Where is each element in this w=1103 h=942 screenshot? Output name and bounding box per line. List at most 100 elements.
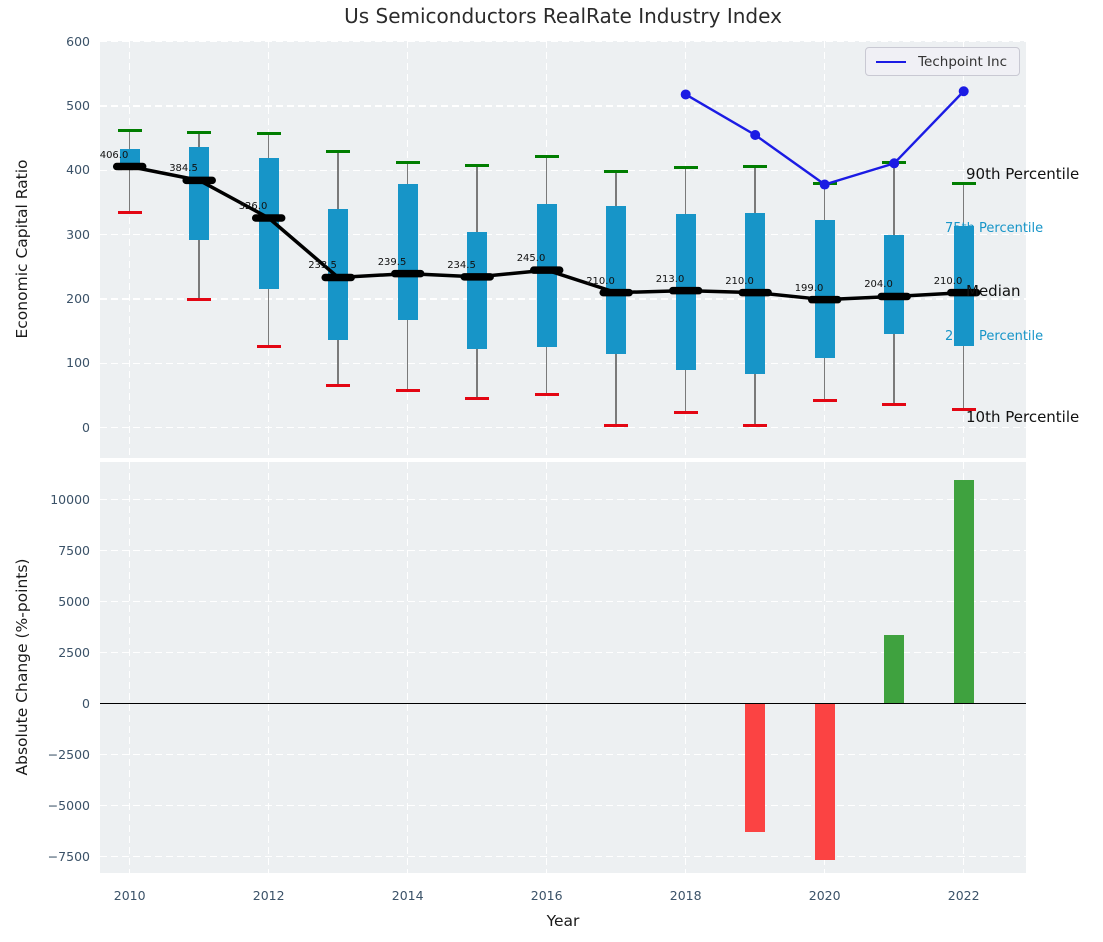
p90-cap (465, 164, 490, 168)
median-value-label: 384.5 (169, 163, 198, 175)
bottom-y-tick-label: 2500 (58, 644, 90, 660)
bottom-y-tick-label: −7500 (47, 848, 90, 864)
p10-cap (882, 403, 907, 407)
p90-cap (187, 130, 212, 134)
top-gridline-h (100, 105, 1026, 107)
p90-cap (951, 182, 976, 186)
median-value-label: 199.0 (794, 282, 824, 294)
median-value-label: 326.0 (238, 200, 268, 212)
p10-cap (951, 408, 976, 412)
bottom-gridline-h (100, 855, 1026, 858)
bottom-gridline-v (546, 462, 548, 873)
percentile-box (536, 203, 557, 347)
percentile-box (814, 219, 835, 359)
p90-cap (534, 155, 559, 159)
median-value-label: 233.5 (308, 260, 337, 272)
zero-baseline (100, 702, 1026, 705)
whisker (128, 130, 131, 213)
bottom-plot-panel: −7500 −5000 −2500 0 2500 5000 7500 10000 (48, 462, 1026, 873)
x-tick-label: 2014 (391, 888, 424, 903)
p90-cap (117, 128, 142, 132)
p10-cap (395, 388, 420, 392)
top-plot-panel: Techpoint Inc 0 100 200 300 400 500 600 75th Pe… (66, 34, 1079, 458)
bottom-y-tick-label: 10000 (50, 491, 90, 507)
change-bar (884, 635, 905, 704)
bottom-gridline-h (100, 651, 1026, 654)
change-bar (814, 703, 835, 860)
percentile-box (258, 158, 279, 289)
x-tick-label: 2010 (113, 888, 146, 903)
median-value-label: 406.0 (99, 149, 129, 161)
x-tick-label: 2016 (530, 888, 563, 903)
bottom-gridline-v (685, 462, 687, 873)
bottom-gridline-h (100, 600, 1026, 603)
bottom-y-axis-label: Absolute Change (%-points) (13, 558, 31, 776)
top-gridline-h (100, 298, 1026, 300)
change-bar (745, 703, 766, 833)
x-tick-label: 2012 (252, 888, 285, 903)
percentile-box (884, 235, 905, 334)
top-y-tick-label: 300 (66, 226, 90, 242)
p10-cap (465, 396, 490, 400)
p10-cap (743, 424, 768, 428)
legend: Techpoint Inc (865, 47, 1020, 76)
top-y-axis-label: Economic Capital Ratio (13, 159, 31, 339)
p90-cap (673, 166, 698, 170)
p90-cap (326, 149, 351, 153)
median-value-label: 234.5 (447, 259, 476, 271)
bottom-y-tick-label: 0 (82, 695, 90, 711)
bottom-y-tick-label: 7500 (58, 542, 90, 558)
bottom-y-tick-label: −5000 (47, 797, 90, 813)
top-y-tick-label: 0 (82, 419, 90, 435)
bottom-gridline-h (100, 549, 1026, 552)
bottom-gridline-v (407, 462, 409, 873)
legend-label: Techpoint Inc (918, 53, 1007, 70)
change-bar (953, 479, 974, 704)
top-gridline-h (100, 234, 1026, 236)
bottom-gridline-h (100, 804, 1026, 807)
percentile-box (606, 206, 627, 354)
median-value-label: 210.0 (933, 275, 963, 287)
top-gridline-h (100, 41, 1026, 43)
bottom-y-tick-label: −2500 (47, 746, 90, 762)
median-value-label: 213.0 (655, 273, 685, 285)
p10-cap (117, 210, 142, 214)
top-y-tick-label: 200 (66, 291, 90, 307)
top-y-tick-label: 100 (66, 355, 90, 371)
p10-cap (256, 345, 281, 349)
bottom-gridline-v (268, 462, 270, 873)
lines-overlay (112, 86, 981, 304)
p10-cap (187, 297, 212, 301)
p10-cap (326, 384, 351, 388)
p90-cap (256, 131, 281, 135)
bottom-gridline-h (100, 498, 1026, 501)
percentile-annotation: 10th Percentile (966, 408, 1080, 427)
top-y-tick-label: 500 (66, 98, 90, 114)
company-data-point (958, 86, 969, 97)
bottom-y-tick-label: 5000 (58, 593, 90, 609)
x-axis-label: Year (546, 912, 580, 930)
top-gridline-v (129, 41, 131, 458)
legend-line-sample (876, 60, 907, 63)
top-gridline-h (100, 362, 1026, 365)
percentile-box (953, 226, 974, 346)
top-gridline-h (100, 427, 1026, 429)
percentile-box (397, 183, 418, 321)
p10-cap (812, 398, 837, 402)
company-data-point (889, 158, 900, 169)
company-data-point (680, 89, 691, 100)
p10-cap (604, 424, 629, 428)
median-value-label: 204.0 (864, 279, 893, 291)
company-data-point (819, 179, 830, 190)
percentile-box (189, 146, 210, 241)
median-value-label: 239.5 (377, 256, 407, 268)
percentile-box (467, 232, 488, 349)
top-y-tick-label: 600 (66, 33, 90, 49)
median-trend-line (129, 164, 964, 302)
p90-cap (395, 160, 420, 164)
median-value-label: 210.0 (586, 275, 615, 287)
bottom-gridline-h (100, 753, 1026, 756)
chart-title: Us Semiconductors RealRate Industry Inde… (344, 4, 782, 28)
top-gridline-h (100, 169, 1026, 172)
